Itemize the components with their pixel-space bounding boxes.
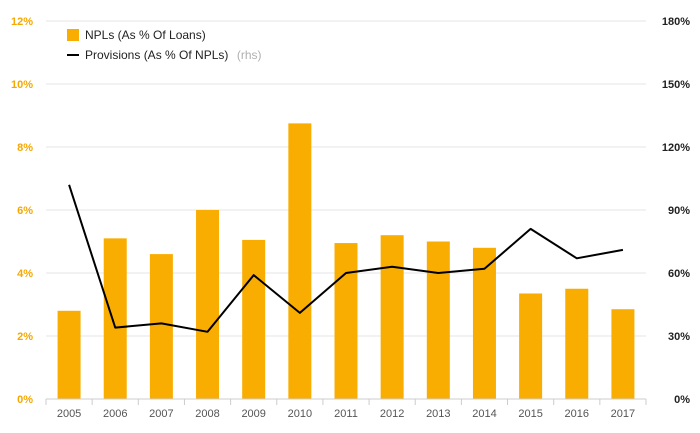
npl-bar: [242, 239, 266, 399]
npl-bar: [519, 293, 543, 399]
npl-bar: [611, 309, 635, 399]
y-right-tick-label: 180%: [662, 16, 690, 28]
npl-bar: [57, 310, 81, 399]
legend-label-provisions-suffix: (rhs): [237, 48, 262, 62]
npl-bar: [196, 210, 220, 399]
x-tick-label: 2011: [334, 408, 358, 420]
npl-bar: [472, 247, 496, 399]
x-tick-label: 2006: [103, 408, 127, 420]
y-right-tick-label: 30%: [668, 331, 690, 343]
y-left-tick-label: 0%: [17, 394, 33, 406]
y-left-tick-label: 8%: [17, 142, 33, 154]
legend-label-npls: NPLs (As % Of Loans): [85, 28, 206, 42]
y-left-tick-label: 4%: [17, 268, 33, 280]
x-tick-label: 2012: [380, 408, 404, 420]
legend-label-provisions-name: Provisions (As % Of NPLs): [85, 48, 228, 62]
y-right-tick-label: 90%: [668, 205, 690, 217]
npl-bar: [426, 241, 450, 399]
x-tick-label: 2016: [565, 408, 589, 420]
y-right-tick-label: 120%: [662, 142, 690, 154]
y-right-tick-label: 0%: [674, 394, 690, 406]
x-tick-label: 2013: [426, 408, 450, 420]
npl-bar: [565, 288, 589, 399]
npl-bar: [149, 254, 173, 399]
x-tick-label: 2005: [57, 408, 81, 420]
npl-bars: [57, 123, 635, 399]
npl-bar: [288, 123, 312, 399]
gridlines: [46, 20, 646, 337]
npl-bar: [334, 243, 358, 399]
legend-label-provisions: Provisions (As % Of NPLs) (rhs): [85, 46, 262, 63]
x-tick-label: 2015: [518, 408, 542, 420]
provisions-line-group: [68, 184, 624, 333]
y-right-tick-label: 60%: [668, 268, 690, 280]
y-left-tick-label: 2%: [17, 331, 33, 343]
y-left-tick-label: 10%: [11, 79, 33, 91]
x-tick-label: 2017: [611, 408, 635, 420]
npl-bar: [103, 238, 127, 399]
legend-swatch-npls: [67, 29, 79, 41]
y-left-tick-label: 6%: [17, 205, 33, 217]
axes: 0% 0% 2% 30% 4% 60% 6% 90% 8% 120% 10% 150% 12% 180% 2…: [11, 16, 690, 420]
x-tick-label: 2014: [472, 408, 496, 420]
y-left-tick-label: 12%: [11, 16, 33, 28]
legend: NPLs (As % Of Loans) Provisions (As % Of…: [67, 28, 262, 63]
x-tick-label: 2008: [195, 408, 219, 420]
y-right-tick-label: 150%: [662, 79, 690, 91]
x-tick-label: 2010: [288, 408, 312, 420]
x-tick-label: 2007: [149, 408, 173, 420]
x-tick-label: 2009: [241, 408, 265, 420]
npl-bar: [380, 235, 404, 399]
